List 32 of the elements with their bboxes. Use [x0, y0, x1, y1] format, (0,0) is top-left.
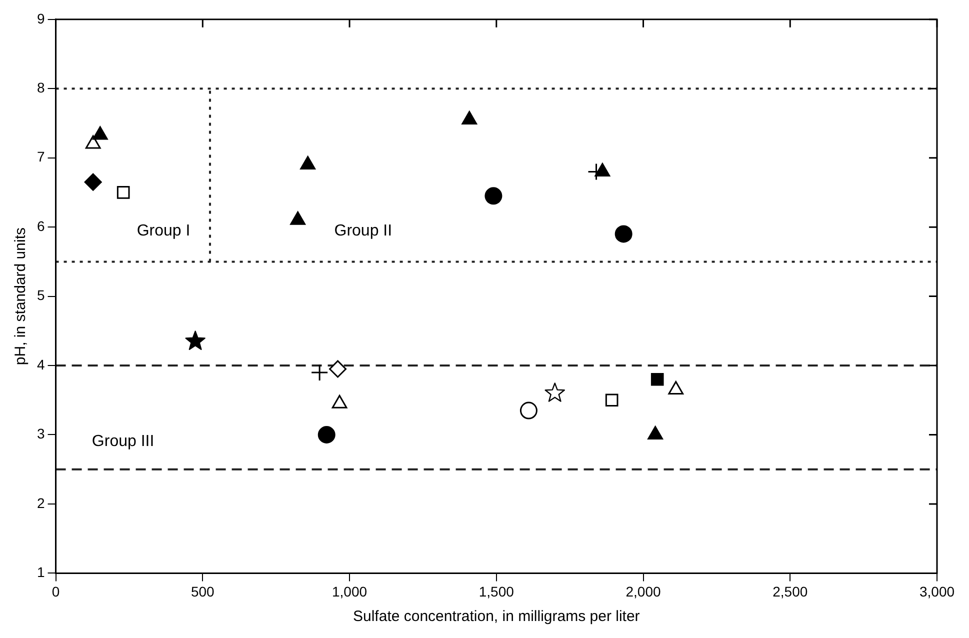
point: [92, 126, 108, 140]
annotation: Group II: [334, 222, 392, 240]
y-tick-label: 5: [36, 287, 45, 304]
annotation: Group III: [92, 432, 154, 450]
x-tick-label: 0: [52, 583, 60, 600]
point: [318, 426, 336, 444]
x-tick-label: 3,000: [919, 583, 955, 600]
point: [116, 186, 130, 199]
point: [290, 211, 306, 225]
x-tick-label: 1,000: [332, 583, 368, 600]
x-tick-label: 1,500: [478, 583, 514, 600]
point: [594, 162, 610, 176]
point: [484, 187, 502, 205]
y-tick-label: 3: [36, 426, 45, 442]
point: [605, 394, 618, 407]
y-tick-label: 6: [36, 218, 45, 234]
y-tick-label: 1: [36, 564, 45, 580]
point: [614, 225, 632, 243]
point: [310, 364, 328, 382]
annotation: Group I: [136, 222, 190, 240]
x-tick-label: 500: [190, 583, 215, 600]
x-axis-title: Sulfate concentration, in milligrams per liter: [352, 608, 640, 626]
y-tick-label: 8: [36, 79, 45, 96]
point: [462, 111, 478, 125]
y-axis-title: pH, in standard units: [12, 228, 30, 366]
y-tick-label: 4: [36, 356, 45, 372]
y-tick-label: 9: [36, 10, 45, 26]
point: [300, 156, 316, 170]
y-tick-label: 7: [36, 148, 45, 165]
x-tick-label: 2,000: [626, 583, 661, 600]
x-tick-label: 2,500: [772, 583, 808, 600]
y-tick-label: 2: [36, 494, 45, 511]
